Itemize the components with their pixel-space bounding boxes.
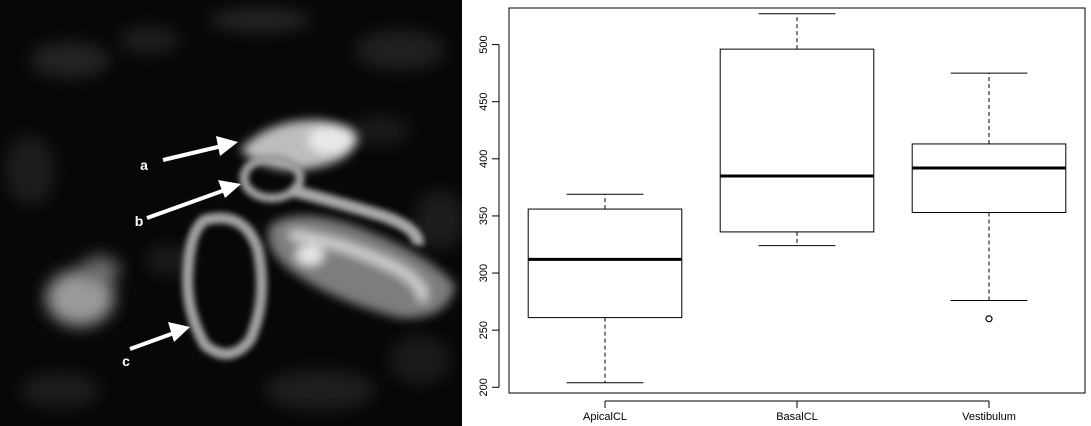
box-Vestibulum bbox=[911, 143, 1067, 213]
arrow-b bbox=[146, 180, 241, 220]
y-tick-label: 250 bbox=[478, 321, 490, 339]
label-b: b bbox=[135, 213, 144, 229]
y-axis: 200 250 300 350 400 450 500 bbox=[478, 35, 500, 396]
micrograph-panel: a b c bbox=[0, 0, 462, 426]
boxes bbox=[527, 13, 1067, 384]
outlier-point bbox=[985, 315, 993, 323]
arrow-c bbox=[129, 322, 190, 351]
label-a: a bbox=[140, 157, 148, 173]
box-ApicalCL bbox=[527, 208, 683, 319]
y-tick-label: 200 bbox=[478, 378, 490, 396]
y-tick-label: 400 bbox=[478, 150, 490, 168]
y-tick-label: 350 bbox=[478, 207, 490, 225]
plot-frame bbox=[508, 7, 1086, 394]
label-c: c bbox=[122, 353, 130, 369]
y-tick-label: 300 bbox=[478, 264, 490, 282]
x-tick-label: Vestibulum bbox=[962, 411, 1016, 423]
box-BasalCL bbox=[719, 48, 875, 233]
x-tick-label: ApicalCL bbox=[583, 411, 627, 423]
boxplot-chart: 200 250 300 350 400 450 500 ApicalCL BasalCL Ves… bbox=[462, 0, 1091, 426]
arrow-a bbox=[162, 136, 238, 162]
x-axis: ApicalCL BasalCL Vestibulum bbox=[583, 400, 1016, 423]
y-tick-label: 500 bbox=[478, 35, 490, 53]
y-tick-label: 450 bbox=[478, 92, 490, 110]
x-tick-label: BasalCL bbox=[776, 411, 818, 423]
